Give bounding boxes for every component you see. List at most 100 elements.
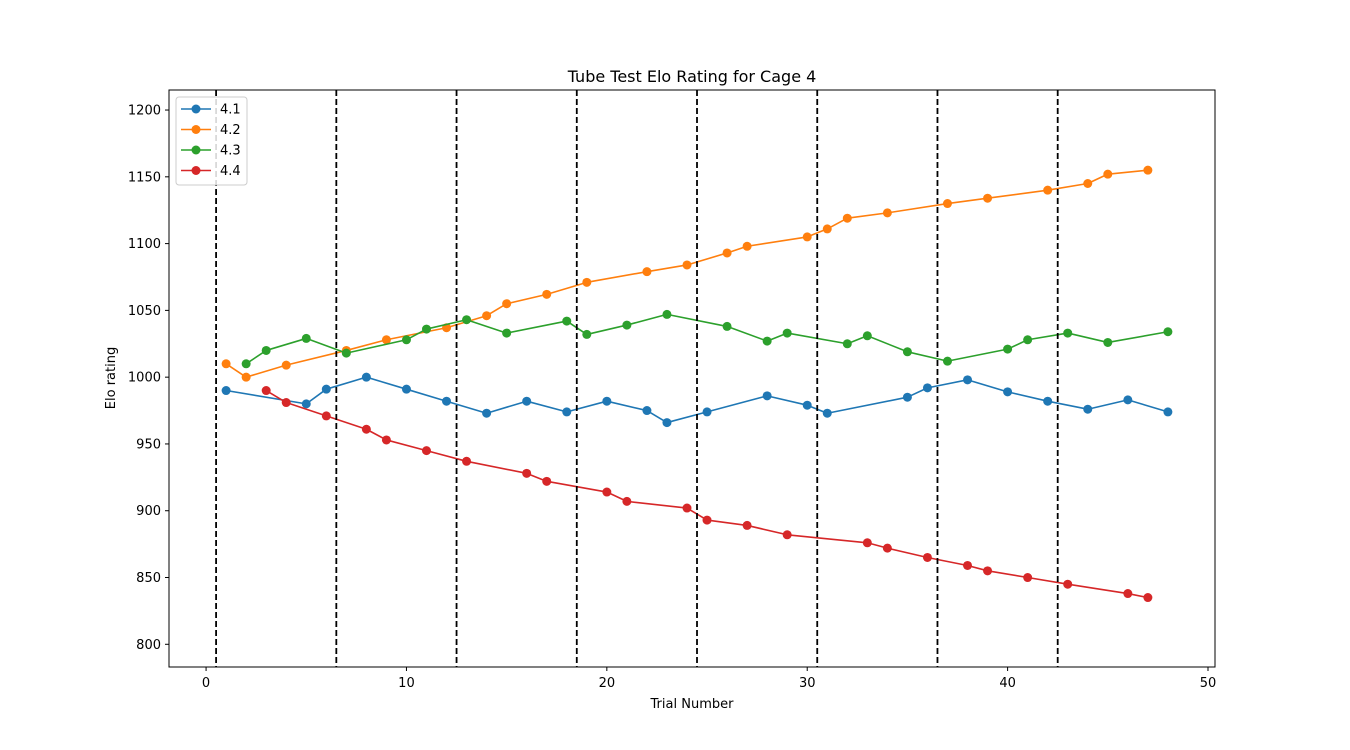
legend-item-4.3: 4.3 xyxy=(181,144,241,159)
legend-item-4.4: 4.4 xyxy=(181,164,241,179)
data-point xyxy=(862,331,872,341)
data-point xyxy=(1123,395,1133,405)
data-point xyxy=(582,329,592,339)
data-point xyxy=(241,372,251,382)
data-point xyxy=(1103,337,1113,347)
data-point xyxy=(502,299,512,309)
legend-marker xyxy=(191,145,201,155)
y-axis: 800 850 900 950 1000 1050 1100 1150 1200 xyxy=(128,104,169,653)
x-axis: 0 10 20 30 40 50 xyxy=(202,667,1216,691)
series-4.3 xyxy=(241,309,1173,369)
x-tick-label: 40 xyxy=(999,676,1016,691)
data-point xyxy=(1063,579,1073,589)
data-point xyxy=(862,538,872,548)
data-point xyxy=(762,336,772,346)
data-point xyxy=(522,396,532,406)
data-point xyxy=(602,487,612,497)
legend-box xyxy=(175,96,248,186)
x-tick-label: 30 xyxy=(799,676,816,691)
data-point xyxy=(983,193,993,203)
data-point xyxy=(622,320,632,330)
data-point xyxy=(642,406,652,416)
data-point xyxy=(562,407,572,417)
data-point xyxy=(662,309,672,319)
data-point xyxy=(381,435,391,445)
y-tick-label: 900 xyxy=(136,504,161,519)
legend-item-4.2: 4.2 xyxy=(181,123,241,138)
x-tick-label: 20 xyxy=(599,676,616,691)
data-point xyxy=(1083,404,1093,414)
data-point xyxy=(842,213,852,223)
series-line xyxy=(265,389,1149,599)
legend-marker xyxy=(191,166,201,175)
data-point xyxy=(722,321,732,331)
y-tick-label: 1000 xyxy=(128,371,161,386)
data-point xyxy=(1143,165,1153,175)
x-axis-label: Trial Number xyxy=(650,697,735,712)
data-point xyxy=(922,383,932,393)
data-point xyxy=(1023,335,1033,345)
data-point xyxy=(361,424,371,434)
y-tick-label: 950 xyxy=(136,437,161,452)
data-point xyxy=(1043,396,1053,406)
chart-title: Tube Test Elo Rating for Cage 4 xyxy=(567,67,817,86)
data-point xyxy=(482,408,492,418)
data-point xyxy=(401,384,411,394)
legend-label: 4.3 xyxy=(220,144,241,159)
data-point xyxy=(542,289,552,299)
plot-area xyxy=(215,90,1173,667)
legend-marker xyxy=(191,104,201,114)
data-point xyxy=(842,339,852,349)
data-point xyxy=(1023,573,1033,583)
data-point xyxy=(542,476,552,486)
data-point xyxy=(642,267,652,277)
y-tick-label: 850 xyxy=(136,571,161,586)
data-point xyxy=(241,359,251,369)
data-point xyxy=(602,396,612,406)
data-point xyxy=(1143,593,1153,603)
legend-item-4.1: 4.1 xyxy=(181,103,241,118)
data-point xyxy=(482,311,492,321)
data-point xyxy=(882,543,892,553)
data-point xyxy=(1043,185,1053,195)
data-point xyxy=(1103,169,1113,179)
data-point xyxy=(1163,327,1173,337)
legend-label: 4.1 xyxy=(220,103,241,118)
legend-marker xyxy=(191,125,201,134)
x-tick-label: 10 xyxy=(398,676,415,691)
data-point xyxy=(822,408,832,418)
data-point xyxy=(401,335,411,345)
data-point xyxy=(942,356,952,366)
data-point xyxy=(682,503,692,513)
data-point xyxy=(321,384,331,394)
data-point xyxy=(963,560,973,570)
data-point xyxy=(1083,178,1093,188)
data-point xyxy=(462,315,472,325)
data-point xyxy=(782,328,792,338)
data-point xyxy=(462,456,472,466)
data-point xyxy=(702,407,712,417)
data-point xyxy=(321,411,331,421)
data-point xyxy=(221,359,231,369)
data-point xyxy=(782,530,792,540)
x-tick-label: 50 xyxy=(1200,676,1217,691)
data-point xyxy=(221,386,231,396)
data-point xyxy=(822,224,832,234)
y-tick-label: 800 xyxy=(136,638,161,653)
data-point xyxy=(983,566,993,576)
data-point xyxy=(662,418,672,428)
data-point xyxy=(1163,407,1173,417)
x-tick-label: 0 xyxy=(202,676,210,691)
data-point xyxy=(381,335,391,345)
data-point xyxy=(341,348,351,358)
y-tick-label: 1050 xyxy=(128,304,161,319)
data-point xyxy=(762,391,772,401)
data-point xyxy=(742,241,752,251)
data-point xyxy=(1003,387,1013,397)
data-point xyxy=(942,199,952,209)
data-point xyxy=(622,496,632,506)
plot-inner xyxy=(215,90,1173,667)
series-4.2 xyxy=(221,165,1153,382)
data-point xyxy=(802,232,812,242)
data-point xyxy=(902,392,912,402)
